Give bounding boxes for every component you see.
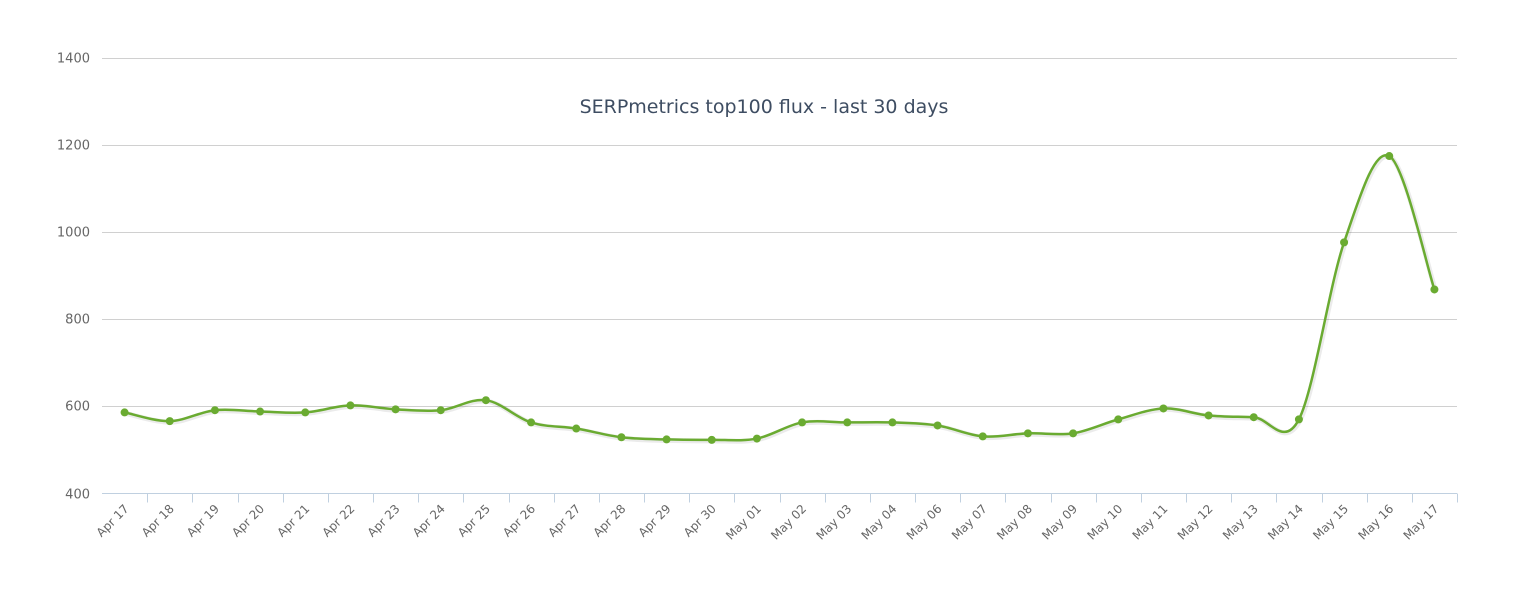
x-tick-label: May 09 xyxy=(1039,502,1080,543)
x-tick-label: Apr 17 xyxy=(94,502,132,540)
data-point[interactable] xyxy=(843,418,852,427)
data-point[interactable] xyxy=(1385,152,1394,161)
x-tick-label: May 12 xyxy=(1175,502,1216,543)
x-tick-label: Apr 19 xyxy=(184,502,222,540)
data-point[interactable] xyxy=(752,434,761,443)
y-tick-label: 800 xyxy=(65,313,90,328)
x-tick-label: Apr 28 xyxy=(590,502,628,540)
data-point[interactable] xyxy=(662,435,671,444)
data-point[interactable] xyxy=(1114,415,1123,424)
data-point[interactable] xyxy=(707,435,716,444)
x-tick-label: Apr 22 xyxy=(319,502,357,540)
x-tick-label: May 06 xyxy=(904,502,945,543)
x-tick-label: Apr 23 xyxy=(365,502,403,540)
data-point[interactable] xyxy=(1249,413,1258,422)
x-tick-label: May 16 xyxy=(1355,502,1396,543)
data-point[interactable] xyxy=(798,418,807,427)
data-point[interactable] xyxy=(527,418,536,427)
series-shadow xyxy=(125,153,1438,444)
data-point[interactable] xyxy=(572,424,581,433)
x-tick-label: May 02 xyxy=(768,502,809,543)
data-point[interactable] xyxy=(1430,285,1439,294)
x-tick-label: May 10 xyxy=(1084,502,1125,543)
data-point[interactable] xyxy=(1159,404,1168,413)
x-tick-label: Apr 21 xyxy=(274,502,312,540)
data-point[interactable] xyxy=(617,433,626,442)
data-point[interactable] xyxy=(1294,415,1303,424)
data-point[interactable] xyxy=(888,418,897,427)
data-point[interactable] xyxy=(481,396,490,405)
x-tick-label: Apr 29 xyxy=(636,502,674,540)
x-tick-label: Apr 18 xyxy=(139,502,177,540)
data-point[interactable] xyxy=(933,421,942,430)
data-point[interactable] xyxy=(1069,429,1078,438)
x-tick-label: Apr 20 xyxy=(229,502,267,540)
x-tick-label: Apr 27 xyxy=(545,502,583,540)
x-tick-label: May 08 xyxy=(994,502,1035,543)
data-point[interactable] xyxy=(256,407,265,416)
y-tick-label: 1000 xyxy=(57,226,90,241)
x-tick-label: May 14 xyxy=(1265,502,1306,543)
x-tick-label: May 11 xyxy=(1130,502,1171,543)
data-point[interactable] xyxy=(346,401,355,410)
data-point[interactable] xyxy=(301,408,310,417)
y-tick-label: 1200 xyxy=(57,139,90,154)
x-tick-label: Apr 24 xyxy=(410,502,448,540)
y-axis-ticks: 400 600 800 1000 1200 1400 xyxy=(57,52,90,503)
data-point[interactable] xyxy=(436,406,445,415)
grid-lines xyxy=(102,58,1457,407)
series-flux xyxy=(120,152,1439,444)
data-point[interactable] xyxy=(120,408,129,417)
y-tick-label: 1400 xyxy=(57,52,90,67)
data-point[interactable] xyxy=(978,432,987,441)
x-tick-label: Apr 26 xyxy=(500,502,538,540)
data-point[interactable] xyxy=(210,406,219,415)
data-point[interactable] xyxy=(1204,411,1213,420)
x-tick-label: May 01 xyxy=(723,502,764,543)
data-point[interactable] xyxy=(165,417,174,426)
x-tick-label: May 15 xyxy=(1310,502,1351,543)
x-tick-label: May 03 xyxy=(813,502,854,543)
x-tick-label: May 04 xyxy=(859,502,900,543)
data-point[interactable] xyxy=(391,405,400,414)
data-point[interactable] xyxy=(1340,238,1349,247)
x-axis: Apr 17 Apr 18 Apr 19 Apr 20 Apr 21 Apr 22 Apr … xyxy=(94,493,1458,543)
y-tick-label: 400 xyxy=(65,488,90,503)
series-line xyxy=(124,154,1436,442)
x-tick-label: May 13 xyxy=(1220,502,1261,543)
x-tick-label: Apr 30 xyxy=(681,502,719,540)
y-tick-label: 600 xyxy=(65,400,90,415)
x-tick-label: May 07 xyxy=(949,502,990,543)
x-tick-label: May 17 xyxy=(1401,502,1442,543)
data-point[interactable] xyxy=(1023,429,1032,438)
chart-title: SERPmetrics top100 flux - last 30 days xyxy=(580,96,949,118)
x-tick-label: Apr 25 xyxy=(455,502,493,540)
